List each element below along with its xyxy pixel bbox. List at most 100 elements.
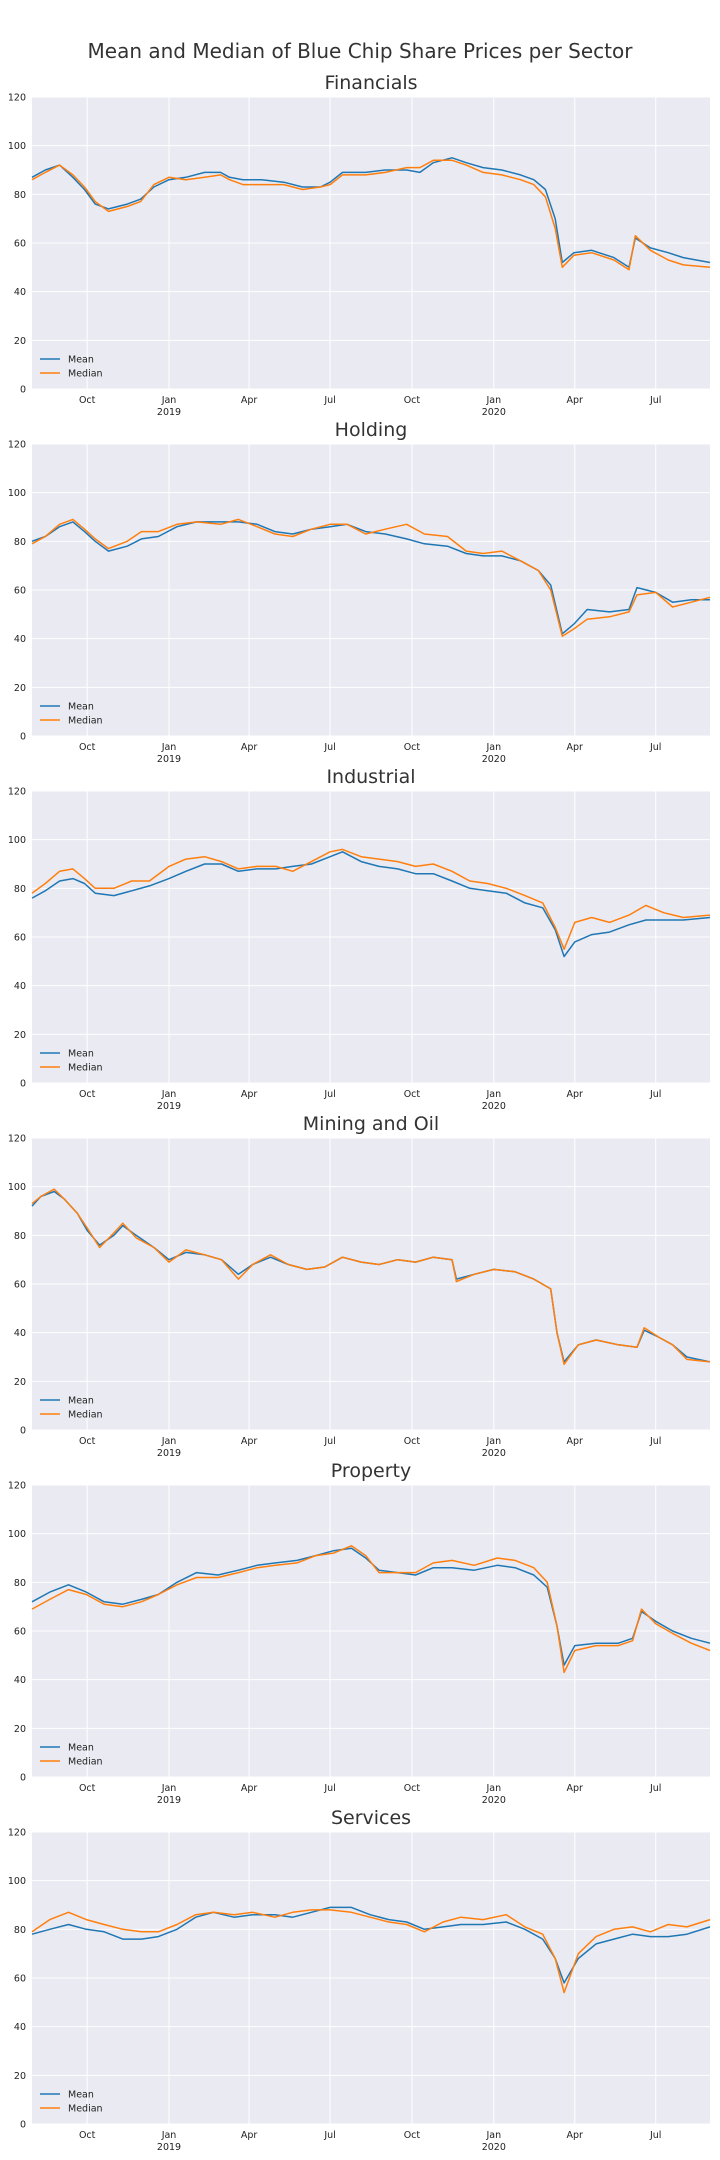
x-tick-label: Jan (161, 1783, 177, 1794)
y-tick-label: 20 (14, 683, 26, 694)
legend-label: Median (68, 1410, 103, 1421)
panel-title: Services (331, 1807, 411, 1829)
x-tick-label: Jan (485, 742, 501, 753)
x-tick-year-label: 2020 (482, 1448, 506, 1459)
legend: Mean Median (40, 2090, 103, 2115)
x-tick-label: Jul (649, 2130, 661, 2141)
y-tick-label: 40 (14, 287, 26, 298)
y-tick-label: 60 (14, 1974, 26, 1985)
x-tick-label: Apr (567, 2130, 584, 2141)
x-tick-label: Apr (567, 1089, 584, 1100)
x-tick-label: Jan (161, 395, 177, 406)
x-tick-label: Jul (649, 1436, 661, 1447)
x-tick-label: Jul (649, 1089, 661, 1100)
x-tick-label: Jan (485, 1783, 501, 1794)
x-tick-label: Apr (241, 1436, 258, 1447)
x-tick-label: Oct (404, 742, 421, 753)
y-tick-label: 20 (14, 1030, 26, 1041)
y-tick-label: 80 (14, 537, 26, 548)
x-tick-year-label: 2020 (482, 407, 506, 418)
y-tick-label: 60 (14, 239, 26, 250)
y-tick-label: 100 (8, 1529, 26, 1540)
x-tick-label: Jul (649, 395, 661, 406)
x-tick-year-label: 2020 (482, 1101, 506, 1112)
panel-title: Industrial (326, 766, 415, 788)
x-tick-label: Jan (485, 2130, 501, 2141)
y-tick-label: 80 (14, 1231, 26, 1242)
y-tick-label: 20 (14, 1377, 26, 1388)
x-tick-label: Jul (323, 1436, 335, 1447)
y-tick-label: 40 (14, 2022, 26, 2033)
legend-label: Median (68, 1063, 103, 1074)
series-line-median (31, 1909, 711, 1994)
x-tick-year-label: 2019 (157, 407, 181, 418)
x-tick-label: Oct (79, 1089, 96, 1100)
x-tick-label: Jan (485, 395, 501, 406)
legend-label: Mean (68, 355, 94, 366)
y-tick-label: 120 (8, 93, 26, 104)
series-line-median (31, 159, 711, 271)
series-line-median (31, 848, 711, 950)
legend-label: Mean (68, 1049, 94, 1060)
x-tick-label: Apr (241, 1783, 258, 1794)
y-tick-label: 100 (8, 141, 26, 152)
y-tick-label: 0 (20, 1079, 26, 1090)
x-tick-label: Jul (323, 395, 335, 406)
y-tick-label: 60 (14, 1627, 26, 1638)
x-tick-label: Jul (649, 742, 661, 753)
x-tick-label: Jan (161, 1436, 177, 1447)
legend: Mean Median (40, 1396, 103, 1421)
legend-label: Mean (68, 1396, 94, 1407)
x-tick-label: Apr (241, 395, 258, 406)
y-tick-label: 60 (14, 933, 26, 944)
x-tick-label: Apr (567, 1436, 584, 1447)
legend-label: Mean (68, 1743, 94, 1754)
x-tick-label: Jan (161, 742, 177, 753)
figure-title: Mean and Median of Blue Chip Share Price… (88, 39, 634, 63)
x-tick-label: Oct (79, 1783, 96, 1794)
x-tick-year-label: 2020 (482, 2142, 506, 2153)
y-tick-label: 100 (8, 488, 26, 499)
y-tick-label: 0 (20, 1773, 26, 1784)
y-tick-label: 120 (8, 440, 26, 451)
x-tick-year-label: 2019 (157, 1795, 181, 1806)
x-tick-label: Oct (404, 1436, 421, 1447)
y-tick-label: 100 (8, 1182, 26, 1193)
y-tick-label: 100 (8, 835, 26, 846)
legend: Mean Median (40, 1049, 103, 1074)
y-tick-label: 80 (14, 1578, 26, 1589)
x-tick-label: Oct (79, 395, 96, 406)
x-tick-label: Apr (567, 395, 584, 406)
legend: Mean Median (40, 1743, 103, 1768)
x-tick-label: Oct (79, 2130, 96, 2141)
x-tick-label: Oct (404, 1089, 421, 1100)
x-tick-year-label: 2020 (482, 754, 506, 765)
y-tick-label: 120 (8, 1134, 26, 1145)
x-tick-year-label: 2019 (157, 754, 181, 765)
y-tick-label: 40 (14, 1675, 26, 1686)
y-tick-label: 80 (14, 884, 26, 895)
x-tick-label: Apr (241, 2130, 258, 2141)
y-tick-label: 0 (20, 732, 26, 743)
series-line-mean (31, 851, 711, 958)
x-tick-label: Jul (323, 2130, 335, 2141)
x-tick-label: Jul (323, 1089, 335, 1100)
x-tick-label: Jan (485, 1089, 501, 1100)
x-tick-year-label: 2019 (157, 1448, 181, 1459)
y-tick-label: 0 (20, 2120, 26, 2131)
x-tick-label: Jan (485, 1436, 501, 1447)
x-tick-year-label: 2019 (157, 2142, 181, 2153)
legend-label: Median (68, 1757, 103, 1768)
x-tick-label: Oct (79, 1436, 96, 1447)
panel-title: Financials (324, 72, 417, 94)
x-tick-label: Oct (404, 395, 421, 406)
x-tick-label: Apr (241, 1089, 258, 1100)
y-tick-label: 20 (14, 336, 26, 347)
series-line-mean (31, 1906, 711, 1984)
